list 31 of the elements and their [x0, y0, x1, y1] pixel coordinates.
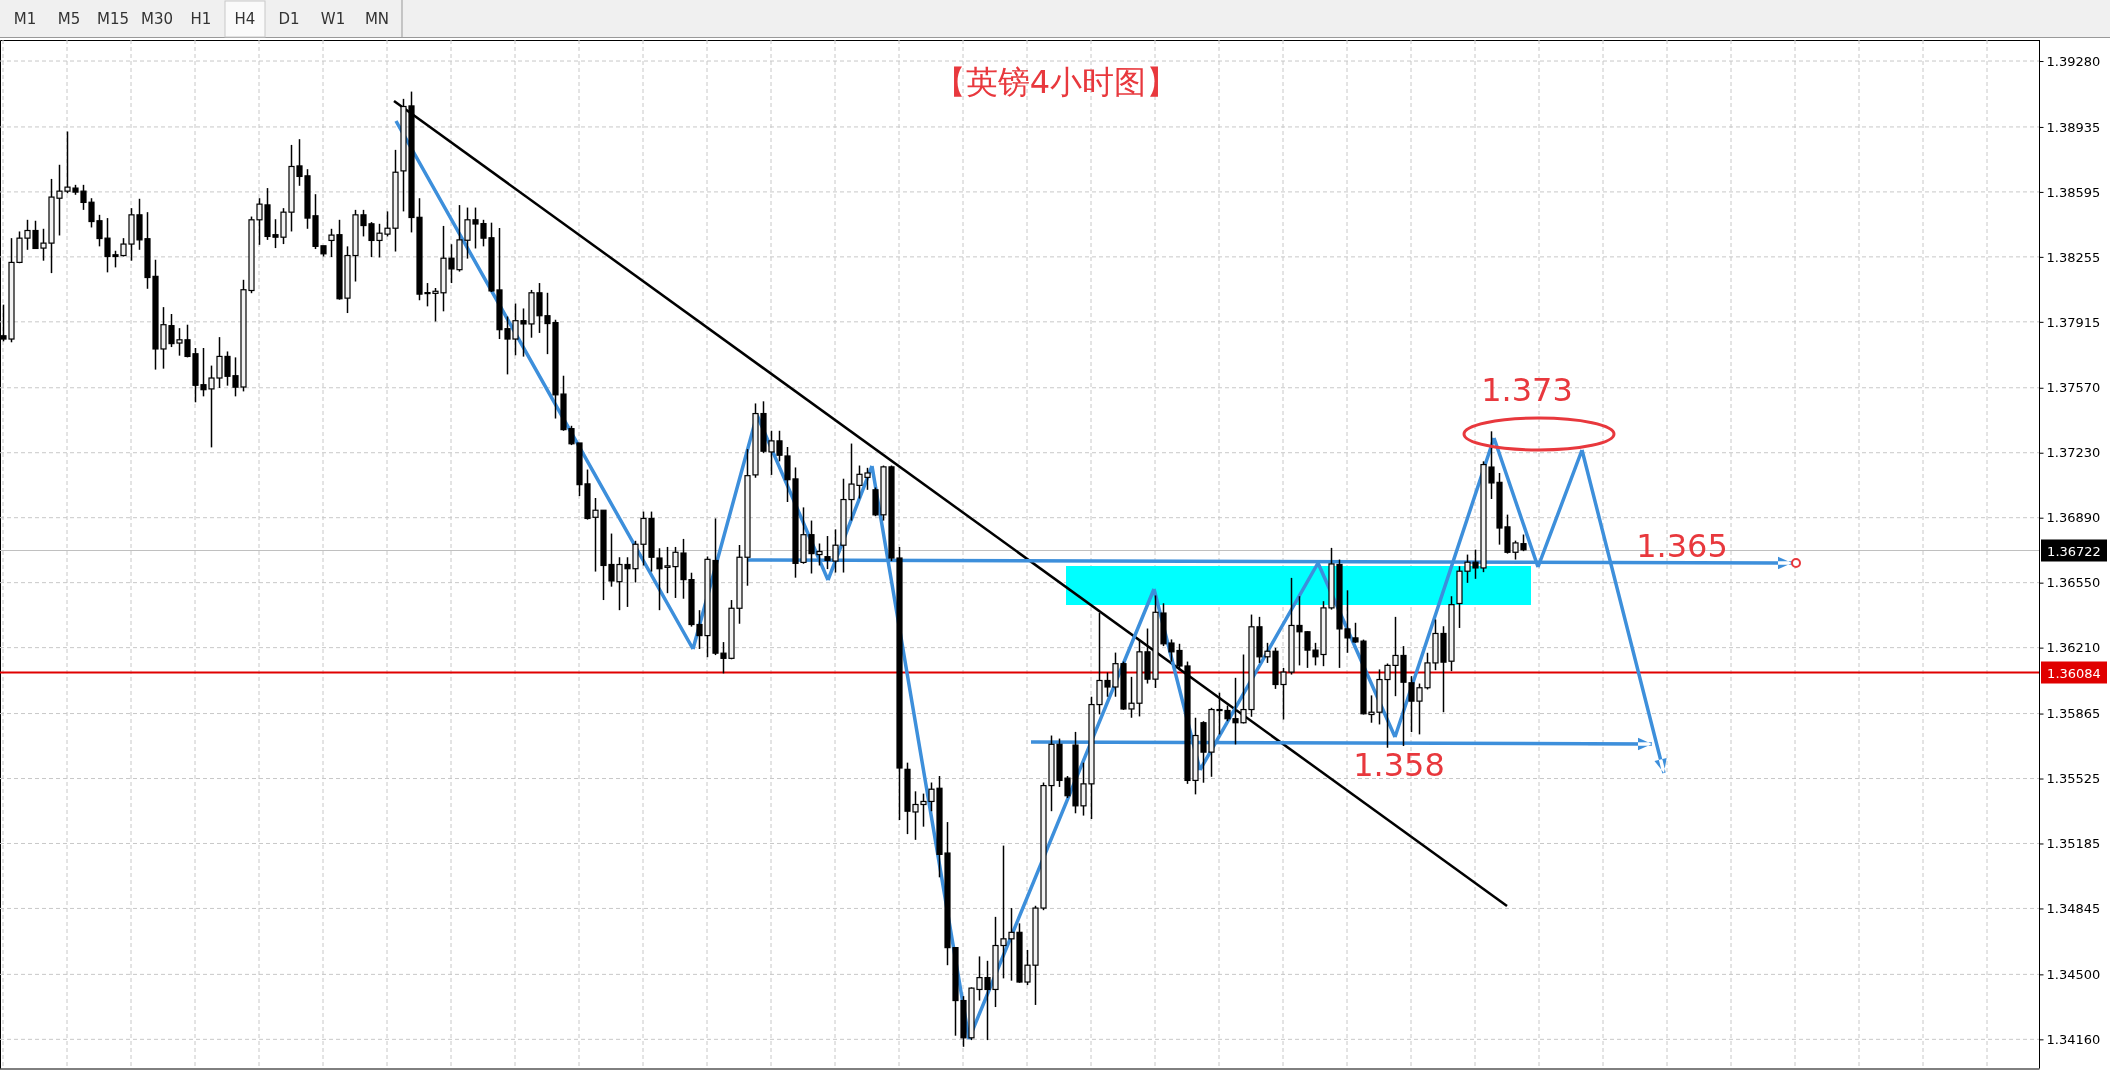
y-tick-label: 1.35185: [2046, 836, 2101, 852]
y-tick-label: 1.37570: [2046, 380, 2101, 396]
text: M15: [96, 10, 130, 28]
y-tick-label: 1.36550: [2046, 575, 2101, 591]
ref-line-label: 1.36084: [2047, 665, 2101, 681]
text: D1: [278, 10, 300, 28]
y-tick-label: 1.34160: [2046, 1032, 2101, 1047]
annotation: 1.373: [1481, 371, 1573, 409]
text: H1: [190, 10, 212, 28]
y-tick-label: 1.34845: [2046, 901, 2101, 917]
text: MN: [364, 10, 390, 28]
y-tick-label: 1.38935: [2046, 119, 2101, 135]
y-tick-label: 1.37230: [2046, 445, 2101, 461]
y-tick-label: 1.36210: [2046, 640, 2101, 656]
y-tick-label: 1.36890: [2046, 510, 2101, 526]
y-tick-label: 1.37915: [2046, 314, 2101, 330]
y-tick-label: 1.38255: [2046, 249, 2101, 265]
text: H4: [234, 10, 256, 28]
text: M30: [140, 10, 174, 28]
text: M5: [57, 10, 81, 28]
y-tick-label: 1.34500: [2046, 967, 2101, 983]
y-tick-label: 1.38595: [2046, 184, 2101, 200]
annotation: 1.365: [1636, 527, 1728, 565]
ref-line-label: 1.36722: [2047, 543, 2101, 559]
text: M1: [13, 10, 37, 28]
y-tick-label: 1.35525: [2046, 771, 2101, 787]
y-tick-label: 1.39280: [2046, 53, 2101, 69]
text: 【英镑4小时图】: [933, 63, 1179, 101]
y-tick-label: 1.35865: [2046, 706, 2101, 722]
text: W1: [320, 10, 346, 28]
annotation: 1.358: [1353, 746, 1445, 784]
